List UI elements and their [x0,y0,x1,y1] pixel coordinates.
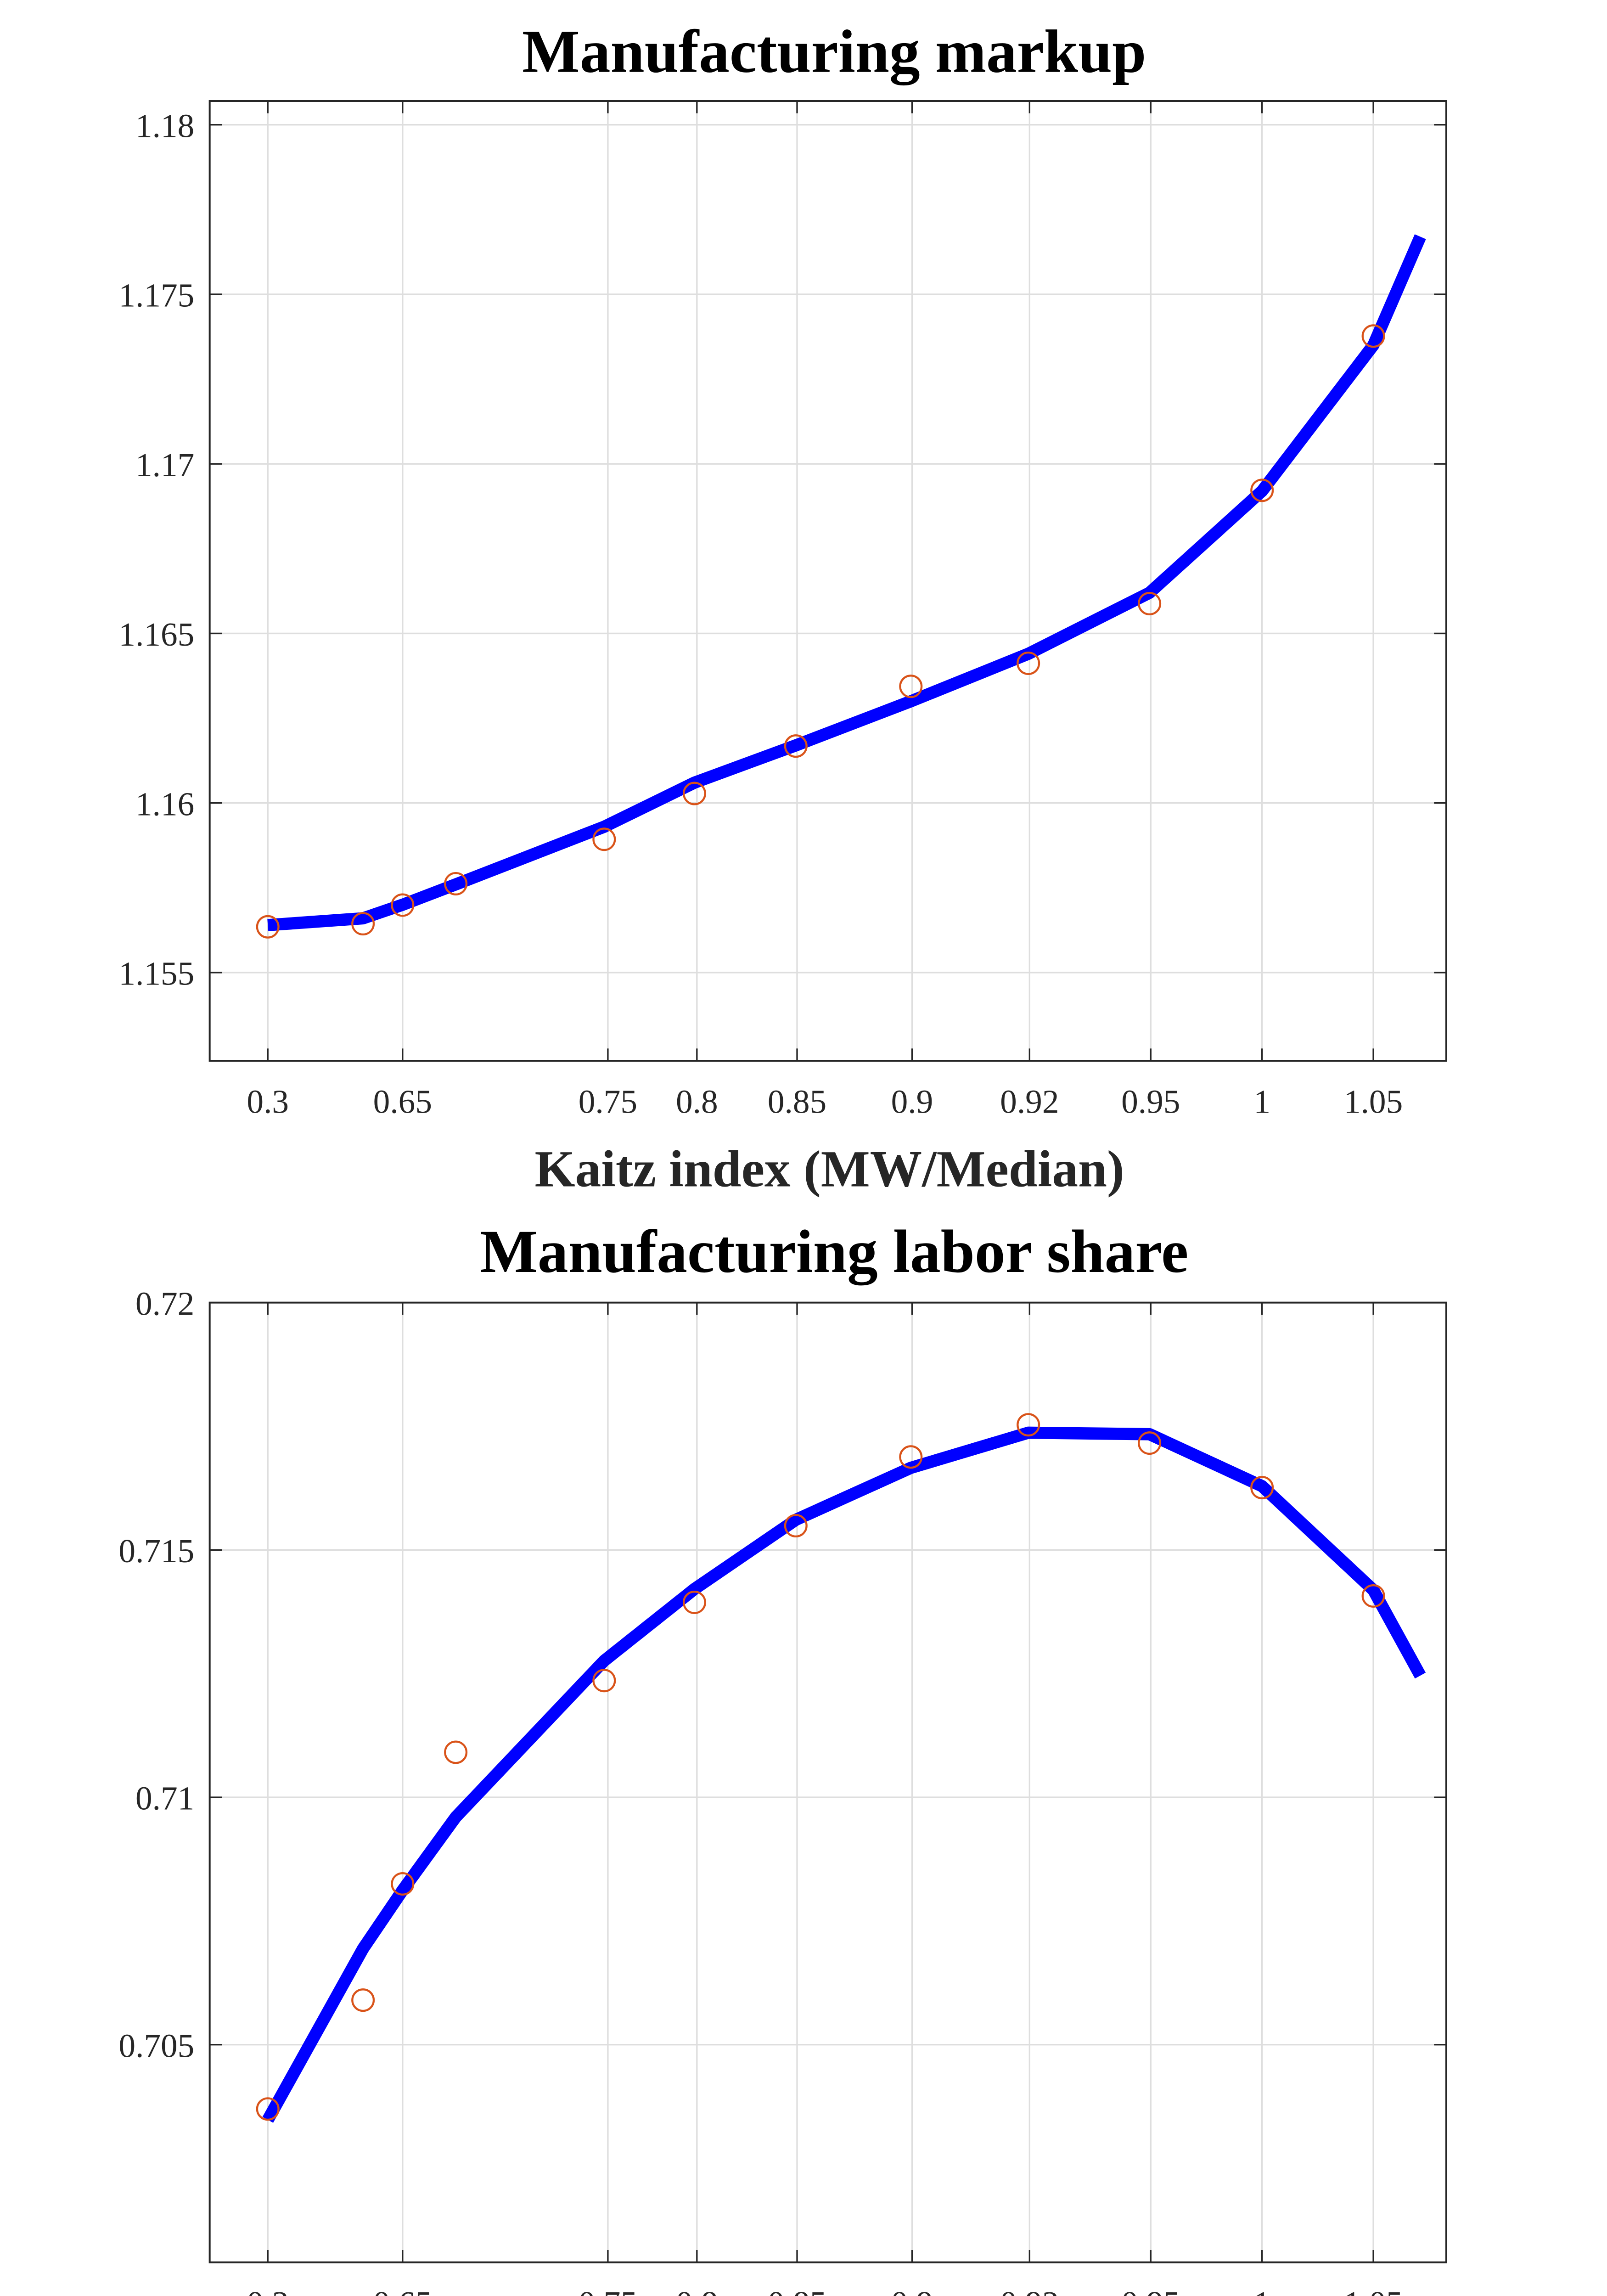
y-tick-label: 0.715 [118,1532,194,1570]
y-tick-label: 1.16 [135,785,194,822]
data-point [784,1514,808,1538]
x-tick-label: 1.05 [1344,1083,1403,1120]
x-tick-label: 1 [1253,1083,1270,1120]
y-tick-label: 0.72 [135,1285,194,1322]
y-tick-label: 1.155 [118,955,194,992]
data-point [784,734,808,758]
data-point [1017,651,1040,675]
x-tick-label: 0.75 [579,1083,637,1120]
x-tick-label: 1 [1253,2285,1270,2296]
data-point [1250,478,1274,502]
y-tick-label: 1.175 [118,277,194,314]
data-point [1361,324,1385,348]
x-tick-label: 1.05 [1344,2285,1403,2296]
x-tick-label: 0.9 [891,2285,933,2296]
x-tick-label: 0.95 [1121,1083,1180,1120]
data-point [444,872,468,895]
data-point [1250,1476,1274,1500]
data-point [899,675,923,698]
data-point [444,1740,468,1764]
x-tick-label: 0.8 [676,1083,718,1120]
series-line [267,234,1426,931]
x-tick-label: 0.85 [768,2285,826,2296]
x-tick-label: 0.3 [247,1083,289,1120]
y-tick-label: 1.165 [118,616,194,653]
x-tick-label: 0.85 [768,1083,826,1120]
axes: 0.705 0.71 0.715 0.72 0.3 0.65 0.75 0.8 0.85 0.9 0… [118,1285,1447,2296]
data-point [351,1988,375,2012]
y-tick-label: 0.71 [135,1780,194,1817]
data-point [391,1872,415,1896]
axes: 1.155 1.16 1.165 1.17 1.175 1.18 0.3 0.65 0.75 0.… [118,100,1447,1120]
x-tick-label: 0.9 [891,1083,933,1120]
x-tick-label: 0.95 [1121,2285,1180,2296]
x-tick-label: 0.75 [579,2285,637,2296]
x-tick-label: 0.8 [676,2285,718,2296]
chart-title: Manufacturing markup [522,17,1146,85]
x-tick-label: 0.65 [373,1083,432,1120]
data-point [256,2097,280,2121]
data-point [351,912,375,936]
data-point [682,1591,706,1615]
plot-frame [208,100,1447,1062]
data-point [1017,1413,1040,1437]
series-line [262,1426,1426,2123]
y-tick-label: 1.18 [135,107,194,144]
x-axis-label: Kaitz index (MW/Median) [535,1140,1124,1198]
y-tick-label: 0.705 [118,2027,194,2064]
data-point [592,827,616,851]
y-tick-label: 1.17 [135,446,194,484]
x-tick-label: 0.92 [1000,1083,1059,1120]
x-tick-label: 0.92 [1000,2285,1059,2296]
data-point [1361,1584,1385,1608]
x-tick-label: 0.3 [247,2285,289,2296]
data-point [592,1669,616,1693]
data-point [899,1445,923,1469]
data-point [391,893,415,917]
data-point [1138,591,1162,615]
chart-title: Manufacturing labor share [480,1217,1188,1285]
data-point [682,782,706,805]
plot-frame [208,1301,1447,2263]
data-point [256,915,280,939]
x-tick-label: 0.65 [373,2285,432,2296]
data-point [1138,1431,1162,1455]
